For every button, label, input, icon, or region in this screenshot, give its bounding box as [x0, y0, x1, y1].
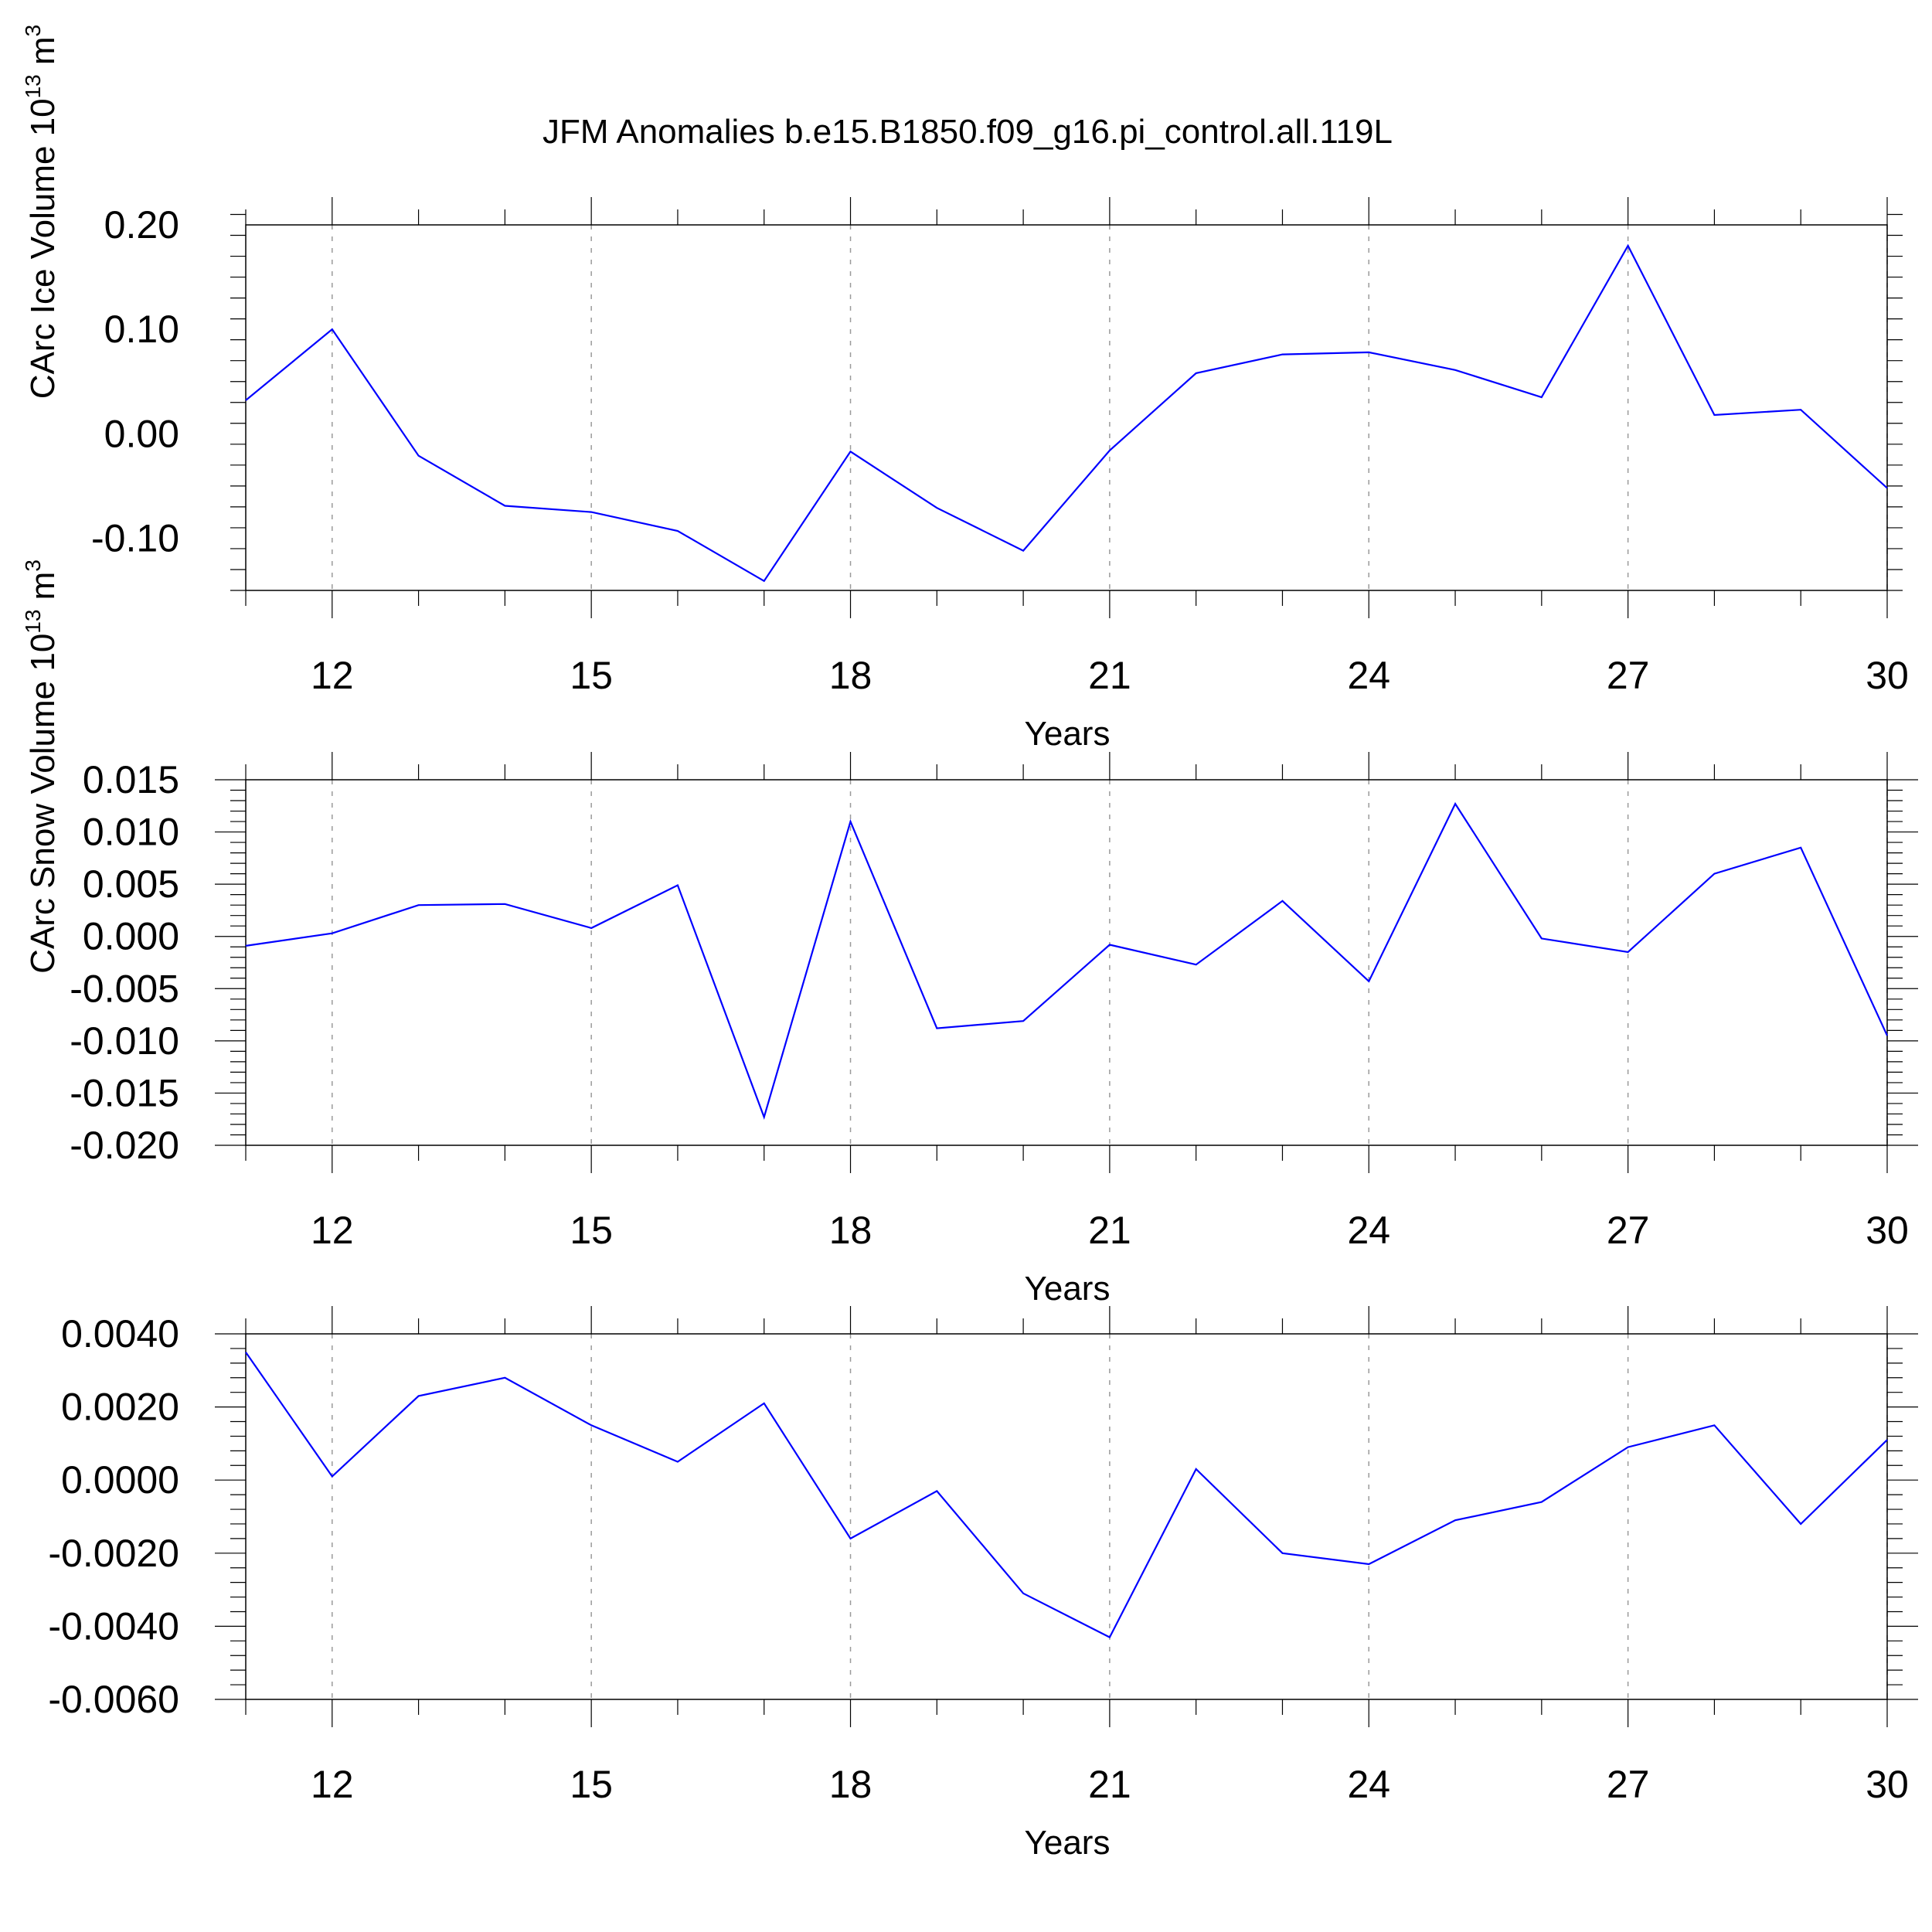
y-tick-label: -0.020: [70, 1124, 179, 1167]
y-tick-label: -0.0040: [48, 1604, 179, 1648]
x-tick-label: 12: [311, 1209, 354, 1252]
y-tick-label: -0.0020: [48, 1532, 179, 1575]
x-axis-title: Years: [1025, 1270, 1111, 1308]
x-tick-label: 24: [1347, 1763, 1390, 1806]
y-tick-label: 0.10: [104, 308, 179, 351]
y-axis-title: CArc Ice Volume 1013 m3: [21, 25, 62, 399]
panel-3: 0.0040 0.0020 0.0000 -0.0020 -0.0040 -0.0060 1…: [48, 1306, 1918, 1862]
x-tick-label: 21: [1088, 1209, 1131, 1252]
x-tick-label: 27: [1607, 1209, 1650, 1252]
x-tick-label: 12: [311, 1763, 354, 1806]
y-tick-label: -0.0060: [48, 1678, 179, 1721]
x-tick-label: 15: [570, 1763, 613, 1806]
y-tick-label: 0.015: [83, 758, 179, 801]
x-tick-label: 21: [1088, 654, 1131, 697]
y-axis-title: CArc Snow Volume 1013 m3: [21, 560, 62, 974]
y-tick-label: -0.010: [70, 1019, 179, 1063]
y-tick-label: -0.10: [91, 516, 179, 560]
series-line: [245, 243, 1888, 583]
y-tick-label: -0.005: [70, 967, 179, 1010]
y-tick-label: 0.010: [83, 811, 179, 854]
series-line: [245, 801, 1888, 1120]
x-tick-label: 27: [1607, 1763, 1650, 1806]
y-tick-label: 0.0040: [61, 1312, 179, 1355]
y-tick-label: 0.00: [104, 412, 179, 455]
x-tick-label: 24: [1347, 654, 1390, 697]
x-tick-label: 18: [829, 1209, 872, 1252]
plot-frame: [245, 1333, 1888, 1700]
x-tick-label: 30: [1866, 1763, 1909, 1806]
series-line: [245, 1352, 1888, 1639]
x-tick-label: 21: [1088, 1763, 1131, 1806]
x-axis-title: Years: [1025, 715, 1111, 753]
x-tick-label: 27: [1607, 654, 1650, 697]
x-tick-label: 15: [570, 1209, 613, 1252]
plot-frame: [245, 224, 1888, 591]
chart-panels: 0.20 0.10 0.00 -0.10 12 15 18 21 24 27 30 Years CArc…: [21, 25, 1918, 1862]
panel-2: 0.015 0.010 0.005 0.000 -0.005 -0.010 -0.015 -0…: [21, 560, 1918, 1308]
plot-frame: [245, 779, 1888, 1146]
x-tick-label: 18: [829, 1763, 872, 1806]
y-tick-label: 0.0020: [61, 1386, 179, 1429]
x-tick-label: 24: [1347, 1209, 1390, 1252]
panel-1: 0.20 0.10 0.00 -0.10 12 15 18 21 24 27 30 Years CArc…: [21, 25, 1909, 753]
y-tick-label: 0.005: [83, 862, 179, 906]
x-axis-title: Years: [1025, 1824, 1111, 1862]
y-tick-label: -0.015: [70, 1071, 179, 1114]
page-title: JFM Anomalies b.e15.B1850.f09_g16.pi_con…: [543, 113, 1393, 151]
y-tick-label: 0.0000: [61, 1458, 179, 1502]
y-tick-label: 0.000: [83, 915, 179, 958]
x-tick-label: 12: [311, 654, 354, 697]
x-tick-label: 15: [570, 654, 613, 697]
x-tick-label: 30: [1866, 654, 1909, 697]
x-tick-label: 18: [829, 654, 872, 697]
x-tick-label: 30: [1866, 1209, 1909, 1252]
y-tick-label: 0.20: [104, 203, 179, 247]
